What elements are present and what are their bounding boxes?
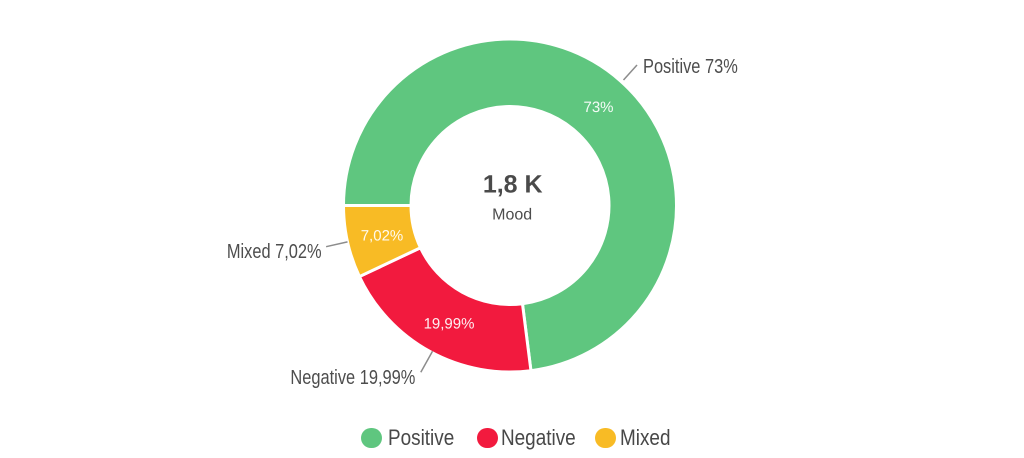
svg-text:7,02%: 7,02%	[361, 227, 404, 244]
svg-text:1,8 K: 1,8 K	[483, 170, 543, 198]
svg-text:73%: 73%	[583, 99, 613, 116]
svg-text:Mood: Mood	[492, 206, 532, 223]
svg-text:19,99%: 19,99%	[424, 315, 475, 332]
